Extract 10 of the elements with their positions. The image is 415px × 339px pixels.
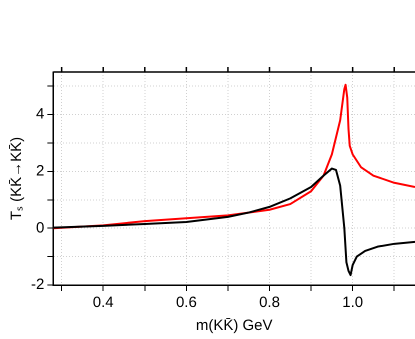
x-tick-label: 0.8 xyxy=(259,294,280,312)
y-tick-label: 4 xyxy=(36,106,44,123)
x-axis-title: m(KK̄) GeV xyxy=(196,317,273,334)
y-axis-title: Tₛ (KK̄→KK̄) xyxy=(8,136,26,220)
y-tick-label: 0 xyxy=(36,219,44,236)
x-tick-label: 0.4 xyxy=(92,294,114,312)
y-tick-label: -2 xyxy=(30,276,44,294)
y-tick-label: 2 xyxy=(36,162,44,180)
x-tick-label: 0.6 xyxy=(176,294,197,312)
x-tick-label: 1.0 xyxy=(342,294,364,312)
